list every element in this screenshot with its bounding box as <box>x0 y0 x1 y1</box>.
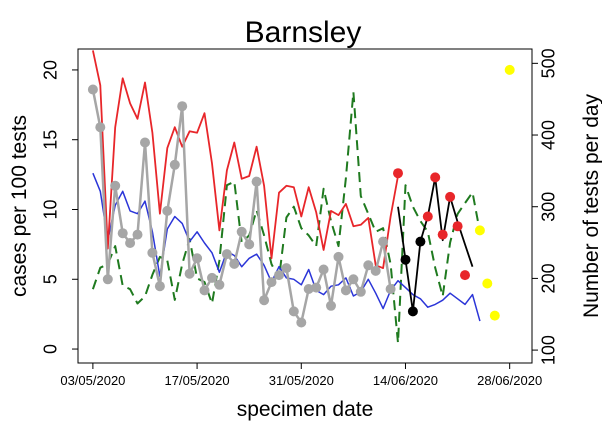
gray-series-point <box>192 253 203 264</box>
gray-series-point <box>125 238 136 248</box>
gray-series-point <box>251 176 262 187</box>
gray-series-point <box>281 263 292 274</box>
gray-series-point <box>207 272 217 283</box>
gray-series-point <box>296 317 307 328</box>
x-tick-label: 17/05/2020 <box>165 373 230 388</box>
x-axis: 03/05/2020 17/05/2020 31/05/2020 14/06/2020… <box>60 363 542 388</box>
plot-frame <box>77 48 533 364</box>
right-y-axis-label: Number of tests per day <box>580 93 602 318</box>
x-tick-label: 28/06/2020 <box>477 373 542 388</box>
black-point <box>400 254 411 265</box>
right-y-tick-label: 400 <box>539 120 559 150</box>
red-point <box>445 191 456 202</box>
red-point <box>460 270 470 281</box>
gray-series-point <box>244 239 255 250</box>
right-y-tick-label: 200 <box>539 263 559 293</box>
plot-markers <box>87 64 515 328</box>
red-point <box>422 211 433 222</box>
gray-series-point <box>184 268 195 279</box>
red-point <box>452 221 463 232</box>
chart-title: Barnsley <box>245 16 362 49</box>
red-series-line <box>92 50 399 270</box>
gray-series-point <box>169 159 180 170</box>
gray-series-point <box>355 286 366 297</box>
yellow-point <box>489 310 500 321</box>
gray-series-point <box>102 274 113 285</box>
gray-series-point <box>95 122 106 133</box>
gray-series-point <box>236 226 247 237</box>
gray-series-point <box>274 270 284 281</box>
plot-series <box>91 50 481 344</box>
gray-series-point <box>311 282 322 293</box>
gray-series-point <box>140 137 150 148</box>
gray-series-point <box>385 284 396 294</box>
yellow-point <box>504 64 515 75</box>
black-point <box>407 306 418 317</box>
right-y-tick-label: 100 <box>539 335 559 365</box>
red-point <box>393 168 403 179</box>
red-point <box>430 172 441 183</box>
gray-series-point <box>214 279 225 290</box>
gray-series-point <box>318 264 329 275</box>
gray-series-point <box>229 258 240 269</box>
gray-series-point <box>177 101 188 112</box>
gray-series-point <box>333 251 344 262</box>
gray-series-point <box>110 180 121 191</box>
x-tick-label: 31/05/2020 <box>269 373 334 388</box>
right-y-axis: 100 200 300 400 500 <box>532 48 559 365</box>
gray-series-point <box>117 228 128 239</box>
gray-series-point <box>303 284 314 294</box>
left-y-tick-label: 10 <box>41 199 61 219</box>
gray-series-point <box>199 285 210 296</box>
gray-series-point <box>162 205 173 216</box>
gray-series-point <box>340 285 351 296</box>
gray-series-point <box>266 277 277 288</box>
gray-series-point <box>326 300 336 311</box>
left-y-tick-label: 0 <box>41 344 61 354</box>
yellow-point <box>482 278 493 289</box>
x-tick-label: 03/05/2020 <box>60 373 125 388</box>
gray-series-point <box>288 306 299 317</box>
left-y-tick-label: 5 <box>41 274 61 284</box>
gray-series-point <box>154 281 165 292</box>
red-point <box>437 229 448 240</box>
left-y-tick-label: 15 <box>41 130 61 150</box>
x-axis-label: specimen date <box>237 398 374 421</box>
gray-series-point <box>147 247 158 258</box>
gray-series-point <box>363 260 374 271</box>
gray-series-point <box>87 84 98 95</box>
right-y-tick-label: 300 <box>539 192 559 222</box>
left-y-axis: 0 5 10 15 20 <box>41 60 78 354</box>
left-y-axis-label: cases per 100 tests <box>8 115 31 297</box>
yellow-point <box>474 225 485 236</box>
black-point <box>415 236 426 247</box>
gray-series-point <box>259 295 270 306</box>
gray-series-point <box>348 274 359 285</box>
gray-series-point <box>132 229 143 240</box>
right-y-tick-label: 500 <box>539 48 559 78</box>
gray-series-point <box>221 249 232 260</box>
left-y-tick-label: 20 <box>41 60 61 80</box>
gray-series-point <box>378 236 389 247</box>
gray-series-point <box>370 265 381 276</box>
x-tick-label: 14/06/2020 <box>373 373 438 388</box>
